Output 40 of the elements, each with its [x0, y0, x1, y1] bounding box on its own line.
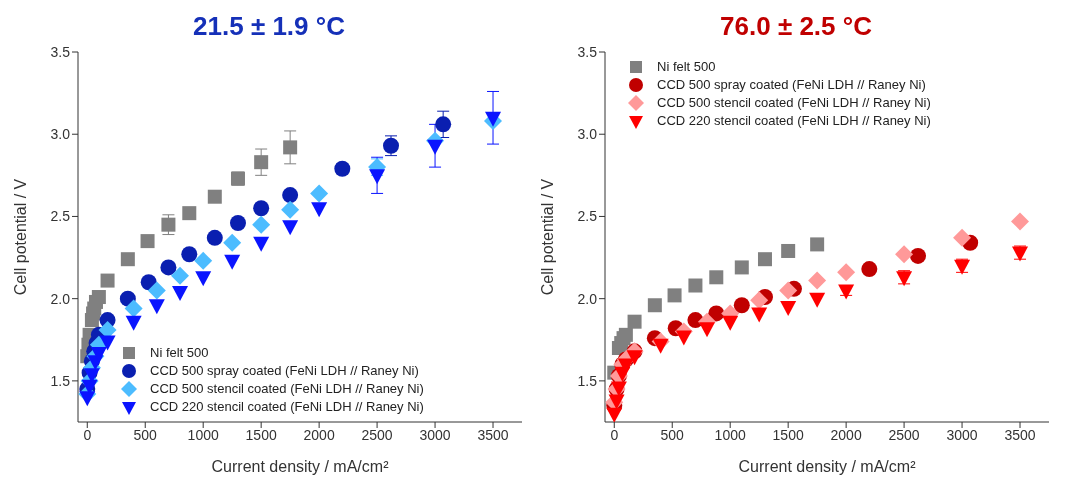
chart-title: 21.5 ± 1.9 °C	[192, 10, 346, 43]
x-tick-label: 1500	[245, 426, 277, 443]
x-tick-label: 1000	[187, 426, 219, 443]
y-tick-label: 3.5	[577, 43, 598, 60]
chart-title: 76.0 ± 2.5 °C	[719, 10, 873, 43]
y-tick-label: 3.0	[577, 126, 598, 143]
y-axis-title: Cell potential / V	[11, 178, 29, 296]
legend-label: CCD 220 stencil coated (FeNi LDH // Raney Ni)	[657, 112, 931, 130]
y-tick-label: 2.0	[50, 290, 71, 307]
x-tick-label: 1000	[714, 426, 746, 443]
x-tick-label: 2000	[303, 426, 335, 443]
x-tick-label: 500	[133, 426, 158, 443]
x-tick-label: 3500	[477, 426, 509, 443]
x-axis-title: Current density / mA/cm²	[211, 458, 390, 475]
x-tick-label: 2000	[830, 426, 862, 443]
legend-label: Ni felt 500	[150, 344, 209, 362]
legend-label: Ni felt 500	[657, 58, 716, 76]
legend-label: CCD 220 stencil coated (FeNi LDH // Raney Ni)	[150, 398, 424, 416]
x-tick-label: 3000	[946, 426, 978, 443]
x-tick-label: 0	[83, 426, 92, 443]
y-tick-label: 1.5	[577, 372, 598, 389]
x-tick-label: 0	[610, 426, 619, 443]
x-tick-label: 500	[660, 426, 685, 443]
y-tick-label: 3.5	[50, 43, 71, 60]
x-tick-label: 2500	[888, 426, 920, 443]
y-tick-label: 2.5	[577, 208, 598, 225]
x-tick-label: 2500	[361, 426, 393, 443]
x-tick-label: 1500	[772, 426, 804, 443]
x-tick-label: 3000	[419, 426, 451, 443]
legend-label: CCD 500 stencil coated (FeNi LDH // Raney Ni)	[150, 380, 424, 398]
legend-label: CCD 500 spray coated (FeNi LDH // Raney Ni)	[150, 362, 419, 380]
y-tick-label: 2.5	[50, 208, 71, 225]
y-tick-label: 1.5	[50, 372, 71, 389]
legend-label: CCD 500 spray coated (FeNi LDH // Raney Ni)	[657, 76, 926, 94]
y-tick-label: 3.0	[50, 126, 71, 143]
y-tick-label: 2.0	[577, 290, 598, 307]
x-tick-label: 3500	[1004, 426, 1036, 443]
x-axis-title: Current density / mA/cm²	[738, 458, 917, 475]
y-axis-title: Cell potential / V	[538, 178, 556, 296]
legend-label: CCD 500 stencil coated (FeNi LDH // Raney Ni)	[657, 94, 931, 112]
